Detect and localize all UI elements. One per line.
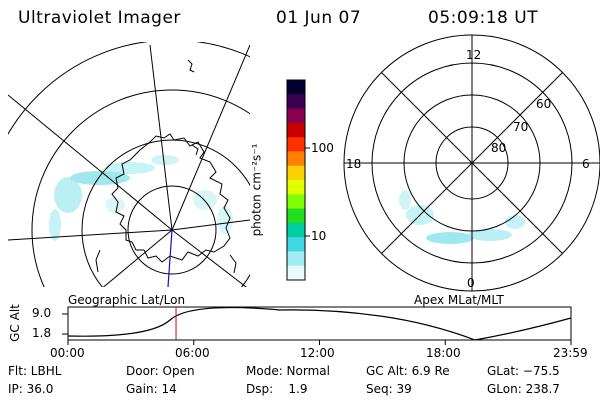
color-scale-segment <box>287 165 305 181</box>
altitude-tick-1-8: 1.8 <box>32 326 52 340</box>
altitude-frame <box>67 306 572 341</box>
gc-alt-readout: GC Alt: 6.9 Re <box>366 364 450 378</box>
time-tick-1800: 18:00 <box>426 346 461 360</box>
time-label: 05:09:18 UT <box>428 8 539 28</box>
color-scale-bar <box>287 80 305 281</box>
color-scale-ticks <box>305 147 310 237</box>
color-scale-segment <box>287 151 305 167</box>
mlt-label-6: 6 <box>582 157 590 171</box>
mlt-label-12: 12 <box>466 48 482 62</box>
mlat-label-60: 60 <box>536 97 552 111</box>
colorbar-tick-10: 10 <box>311 229 327 243</box>
glon-readout: GLon: 238.7 <box>487 382 560 396</box>
colorbar-unit-label: photon cm⁻²s⁻¹ <box>249 143 264 237</box>
colorbar-tick-100: 100 <box>311 141 334 155</box>
seq-readout: Seq: 39 <box>366 382 412 396</box>
color-scale-segment <box>287 208 305 224</box>
color-scale-segment <box>287 265 305 281</box>
gain-readout: Gain: 14 <box>126 382 177 396</box>
instrument-title: Ultraviolet Imager <box>18 8 181 28</box>
color-scale-segment <box>287 251 305 267</box>
altitude-tick-9: 9.0 <box>32 306 52 320</box>
door-readout: Door: Open <box>126 364 195 378</box>
nadir-line <box>167 229 173 287</box>
date-label: 01 Jun 07 <box>276 8 362 28</box>
latitude-lines <box>8 42 250 287</box>
color-scale-segment <box>287 80 305 95</box>
altitude-ticks <box>62 313 572 345</box>
dsp-readout: Dsp: 1.9 <box>246 382 308 396</box>
color-scale-segment <box>287 122 305 138</box>
filter-readout: Flt: LBHL <box>8 364 62 378</box>
color-scale-segment <box>287 194 305 210</box>
time-tick-1200: 12:00 <box>300 346 335 360</box>
color-scale-segment <box>287 237 305 252</box>
mlat-label-80: 80 <box>491 141 507 155</box>
time-tick-2359: 23:59 <box>553 346 588 360</box>
ip-readout: IP: 36.0 <box>8 382 54 396</box>
time-tick-0600: 06:00 <box>175 346 210 360</box>
color-scale-segment <box>287 180 305 195</box>
glat-readout: GLat: −75.5 <box>487 364 560 378</box>
coastline <box>111 133 231 263</box>
color-scale-segment <box>287 222 305 238</box>
left-map-label: Geographic Lat/Lon <box>68 293 186 307</box>
color-scale-segment <box>287 137 305 152</box>
mlt-label-18: 18 <box>346 157 362 171</box>
right-polar-label: Apex MLat/MLT <box>414 293 504 307</box>
altitude-curve <box>67 306 572 341</box>
mode-readout: Mode: Normal <box>246 364 330 378</box>
mlt-label-0: 0 <box>467 276 475 290</box>
altitude-ylabel: GC Alt <box>7 304 22 342</box>
mlat-label-70: 70 <box>513 120 529 134</box>
color-scale-segment <box>287 108 305 124</box>
time-tick-0000: 00:00 <box>50 346 85 360</box>
color-scale-segment <box>287 94 305 110</box>
aurora-oval-left <box>49 155 233 241</box>
color-scale-frame <box>286 79 306 281</box>
polar-grid <box>343 34 600 292</box>
geographic-map <box>8 42 250 287</box>
